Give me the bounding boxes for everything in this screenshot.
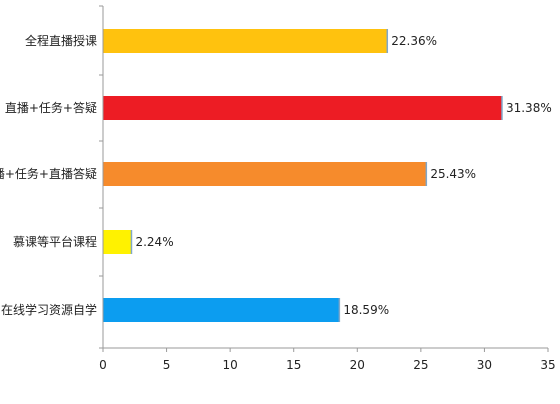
value-label: 22.36%	[391, 34, 437, 48]
x-tick-label: 15	[286, 358, 301, 372]
bar	[103, 29, 388, 53]
category-label: 利用在线学习资源自学	[0, 302, 97, 317]
value-label: 2.24%	[135, 235, 173, 249]
bar	[103, 162, 427, 186]
value-label: 18.59%	[343, 303, 389, 317]
x-tick-label: 20	[350, 358, 365, 372]
x-tick-label: 5	[163, 358, 171, 372]
category-label: 全程直播授课	[25, 33, 97, 48]
axes-layer	[99, 5, 549, 352]
bars-layer	[103, 29, 503, 322]
bar	[103, 230, 132, 254]
bar	[103, 298, 340, 322]
category-label: 慕课等平台课程	[13, 234, 97, 249]
labels-layer: 全程直播授课 22.36% 直播+任务+答疑 31.38% 录播+任务+直播答疑 25.4…	[0, 33, 556, 372]
category-label: 直播+任务+答疑	[5, 100, 97, 115]
bar	[103, 96, 502, 120]
value-label: 25.43%	[430, 167, 476, 181]
x-tick-label: 25	[413, 358, 428, 372]
x-tick-label: 35	[540, 358, 555, 372]
category-label: 录播+任务+直播答疑	[0, 166, 97, 181]
x-tick-label: 10	[223, 358, 238, 372]
x-tick-label: 0	[99, 358, 107, 372]
value-label: 31.38%	[506, 101, 552, 115]
x-tick-label: 30	[477, 358, 492, 372]
